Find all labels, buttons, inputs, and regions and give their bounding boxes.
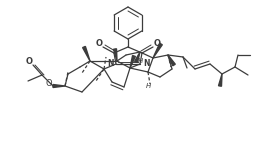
Text: N: N [143,60,149,68]
Polygon shape [219,74,222,86]
Text: H: H [145,83,151,89]
Polygon shape [83,46,90,61]
Polygon shape [168,55,175,66]
Text: N: N [107,60,113,68]
Polygon shape [53,84,65,87]
Text: O: O [46,80,52,88]
Polygon shape [135,52,140,63]
Text: O: O [154,38,161,48]
Text: O: O [95,38,102,48]
Polygon shape [113,49,117,61]
Polygon shape [153,43,162,58]
Text: O: O [26,57,33,66]
Polygon shape [130,56,135,68]
Text: H: H [137,58,143,64]
